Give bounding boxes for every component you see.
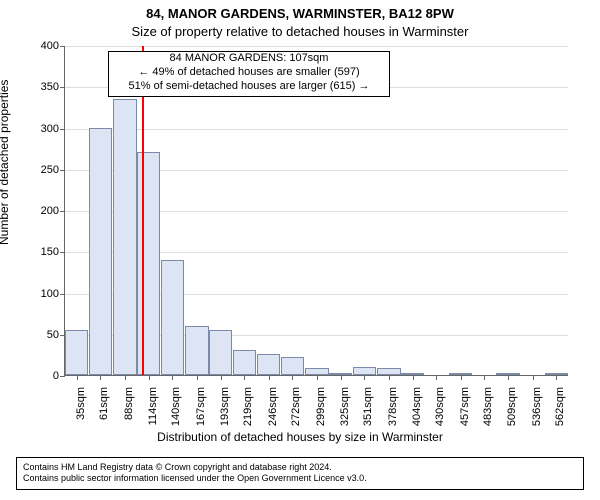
histogram-bar [233, 350, 256, 375]
x-tick-mark [389, 375, 390, 380]
x-tick-label: 246sqm [267, 387, 279, 426]
y-tick-label: 150 [41, 246, 59, 258]
x-tick-mark [436, 375, 437, 380]
histogram-bar [209, 330, 232, 375]
x-tick-mark [533, 375, 534, 380]
x-tick-mark [244, 375, 245, 380]
x-tick-label: 193sqm [219, 387, 231, 426]
x-tick-mark [149, 375, 150, 380]
chart-title: 84, MANOR GARDENS, WARMINSTER, BA12 8PW [0, 6, 600, 21]
histogram-bar [65, 330, 88, 375]
histogram-bar [89, 128, 112, 376]
histogram-bar [161, 260, 184, 376]
y-tick-label: 200 [41, 205, 59, 217]
x-tick-mark [484, 375, 485, 380]
attribution-footer: Contains HM Land Registry data © Crown c… [16, 457, 584, 490]
x-tick-label: 167sqm [195, 387, 207, 426]
footer-line-2: Contains public sector information licen… [23, 473, 577, 485]
y-axis-label: Number of detached properties [0, 80, 11, 245]
page-root: 84, MANOR GARDENS, WARMINSTER, BA12 8PW … [0, 0, 600, 500]
x-tick-mark [292, 375, 293, 380]
x-tick-label: 88sqm [123, 387, 135, 420]
x-tick-mark [172, 375, 173, 380]
x-tick-mark [508, 375, 509, 380]
annotation-box: 84 MANOR GARDENS: 107sqm ← 49% of detach… [108, 51, 390, 97]
x-tick-mark [461, 375, 462, 380]
x-tick-label: 378sqm [387, 387, 399, 426]
y-tick-label: 350 [41, 81, 59, 93]
grid-line [65, 129, 568, 130]
y-tick-mark [60, 211, 65, 212]
histogram-bar [281, 357, 304, 375]
x-tick-label: 140sqm [170, 387, 182, 426]
y-tick-mark [60, 46, 65, 47]
footer-line-1: Contains HM Land Registry data © Crown c… [23, 462, 577, 474]
x-tick-label: 430sqm [434, 387, 446, 426]
x-tick-mark [197, 375, 198, 380]
x-tick-label: 351sqm [362, 387, 374, 426]
x-tick-mark [77, 375, 78, 380]
x-tick-mark [364, 375, 365, 380]
x-tick-mark [556, 375, 557, 380]
x-tick-mark [413, 375, 414, 380]
x-tick-label: 457sqm [459, 387, 471, 426]
x-tick-label: 536sqm [531, 387, 543, 426]
x-tick-label: 114sqm [147, 387, 159, 425]
histogram-bar [137, 152, 160, 375]
x-tick-mark [269, 375, 270, 380]
y-tick-mark [60, 129, 65, 130]
y-tick-mark [60, 376, 65, 377]
x-tick-mark [221, 375, 222, 380]
y-tick-mark [60, 170, 65, 171]
x-axis-label: Distribution of detached houses by size … [0, 430, 600, 444]
x-tick-label: 325sqm [339, 387, 351, 426]
y-tick-mark [60, 294, 65, 295]
histogram-bar [257, 354, 280, 375]
annotation-line-3: 51% of semi-detached houses are larger (… [109, 80, 389, 94]
y-tick-label: 0 [53, 370, 59, 382]
chart-subtitle: Size of property relative to detached ho… [0, 24, 600, 39]
histogram-bar [185, 326, 208, 376]
x-tick-label: 35sqm [75, 387, 87, 420]
x-tick-label: 562sqm [554, 387, 566, 426]
histogram-bar [353, 367, 376, 375]
y-tick-label: 250 [41, 164, 59, 176]
histogram-bar [377, 368, 400, 375]
annotation-line-2: ← 49% of detached houses are smaller (59… [109, 66, 389, 80]
x-tick-label: 299sqm [315, 387, 327, 426]
y-tick-mark [60, 87, 65, 88]
x-tick-mark [125, 375, 126, 380]
x-tick-label: 404sqm [411, 387, 423, 426]
y-tick-mark [60, 252, 65, 253]
y-tick-label: 300 [41, 123, 59, 135]
x-tick-label: 219sqm [242, 387, 254, 426]
x-tick-mark [100, 375, 101, 380]
y-tick-label: 100 [41, 288, 59, 300]
annotation-line-1: 84 MANOR GARDENS: 107sqm [109, 52, 389, 66]
x-tick-label: 61sqm [98, 387, 110, 420]
x-tick-label: 509sqm [506, 387, 518, 426]
histogram-bar [305, 368, 328, 375]
x-tick-label: 483sqm [482, 387, 494, 426]
x-tick-mark [317, 375, 318, 380]
x-tick-mark [341, 375, 342, 380]
histogram-bar [113, 99, 136, 375]
y-tick-label: 50 [47, 329, 59, 341]
grid-line [65, 46, 568, 47]
y-tick-label: 400 [41, 40, 59, 52]
x-tick-label: 272sqm [290, 387, 302, 426]
